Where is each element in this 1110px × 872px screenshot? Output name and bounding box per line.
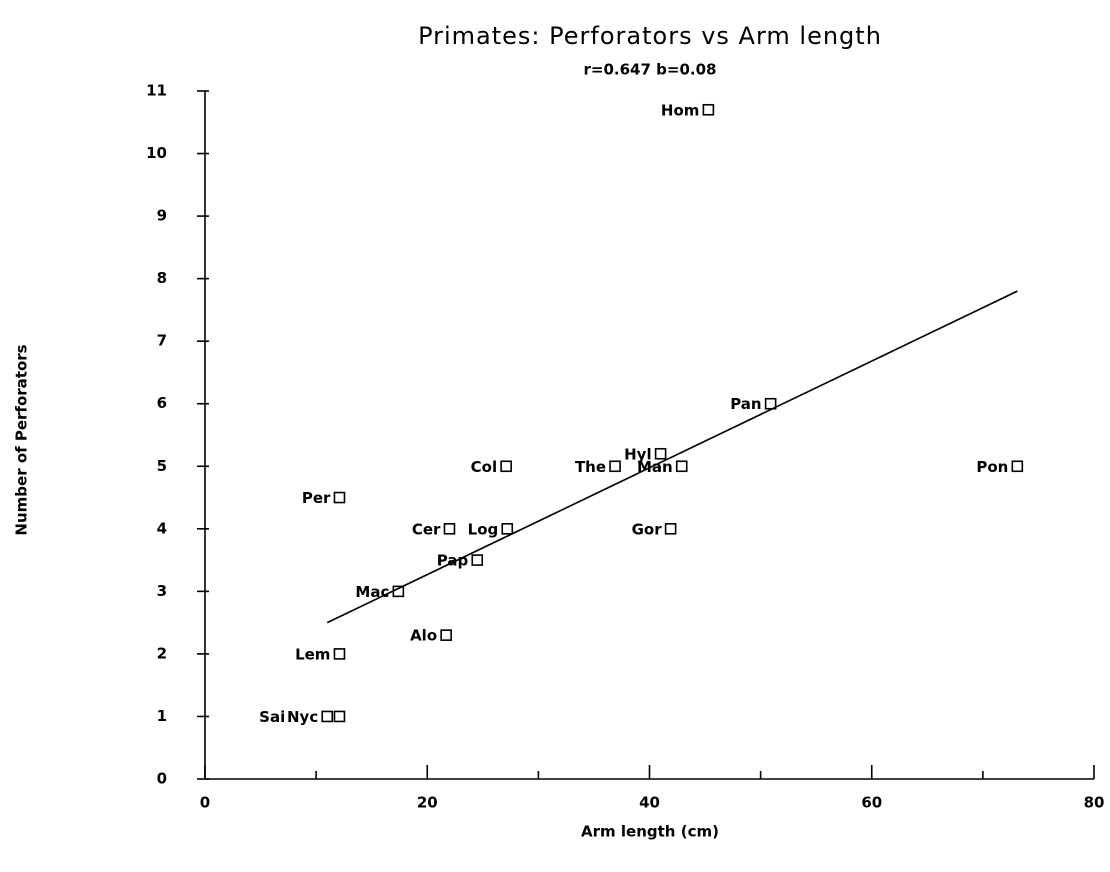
point bbox=[443, 523, 456, 535]
point-label: Mac bbox=[355, 583, 389, 601]
y-tick-label: 7 bbox=[157, 332, 167, 350]
point bbox=[654, 447, 667, 460]
point-label: Col bbox=[471, 458, 497, 476]
point bbox=[333, 491, 346, 504]
chart-title: Primates: Perforators vs Arm length bbox=[418, 22, 882, 50]
y-tick-label: 3 bbox=[157, 582, 167, 600]
y-tick-label: 0 bbox=[157, 770, 167, 788]
point-label: The bbox=[575, 458, 606, 476]
x-tick-label: 20 bbox=[417, 794, 438, 812]
point-label: Alo bbox=[410, 627, 437, 645]
x-tick-label: 40 bbox=[639, 794, 660, 812]
point bbox=[702, 103, 715, 116]
point-label: Gor bbox=[632, 520, 663, 538]
point bbox=[321, 710, 334, 723]
y-tick-label: 6 bbox=[157, 394, 167, 412]
point bbox=[501, 523, 514, 535]
x-axis-label: Arm length (cm) bbox=[581, 823, 719, 841]
point-label: Lem bbox=[295, 645, 330, 663]
point bbox=[500, 460, 512, 473]
y-axis-label: Number of Perforators bbox=[13, 344, 31, 535]
y-tick-label: 10 bbox=[146, 144, 167, 162]
point bbox=[675, 460, 688, 473]
fit-line bbox=[326, 290, 1018, 624]
y-tick-label: 4 bbox=[157, 519, 167, 537]
point bbox=[664, 523, 677, 535]
point bbox=[392, 585, 405, 598]
point bbox=[609, 460, 621, 473]
point bbox=[764, 397, 777, 410]
chart-subtitle: r=0.647 b=0.08 bbox=[584, 61, 717, 79]
point bbox=[333, 710, 346, 723]
point bbox=[440, 629, 452, 641]
y-tick-label: 1 bbox=[157, 707, 167, 725]
x-tick-label: 60 bbox=[861, 794, 882, 812]
y-tick-label: 11 bbox=[146, 82, 167, 100]
x-tick-label: 0 bbox=[200, 794, 210, 812]
point-label: Pan bbox=[730, 395, 761, 413]
point-label: Log bbox=[468, 520, 499, 538]
point-label: Sai bbox=[259, 708, 285, 726]
point-label: Hom bbox=[661, 101, 700, 119]
point-label: Per bbox=[302, 489, 331, 507]
y-tick-label: 5 bbox=[157, 457, 167, 475]
y-tick-label: 8 bbox=[157, 269, 167, 287]
x-tick-label: 80 bbox=[1084, 794, 1105, 812]
point-label: Cer bbox=[412, 520, 441, 538]
point-label: Hyl bbox=[624, 445, 651, 463]
y-tick-label: 9 bbox=[157, 207, 167, 225]
point bbox=[333, 648, 346, 660]
point-label: Nyc bbox=[287, 708, 318, 726]
point-label: Pap bbox=[437, 552, 469, 570]
point bbox=[1011, 460, 1024, 473]
point-label: Man bbox=[637, 458, 673, 476]
point-label: Pon bbox=[976, 458, 1008, 476]
point bbox=[471, 554, 484, 566]
y-tick-label: 2 bbox=[157, 644, 167, 662]
